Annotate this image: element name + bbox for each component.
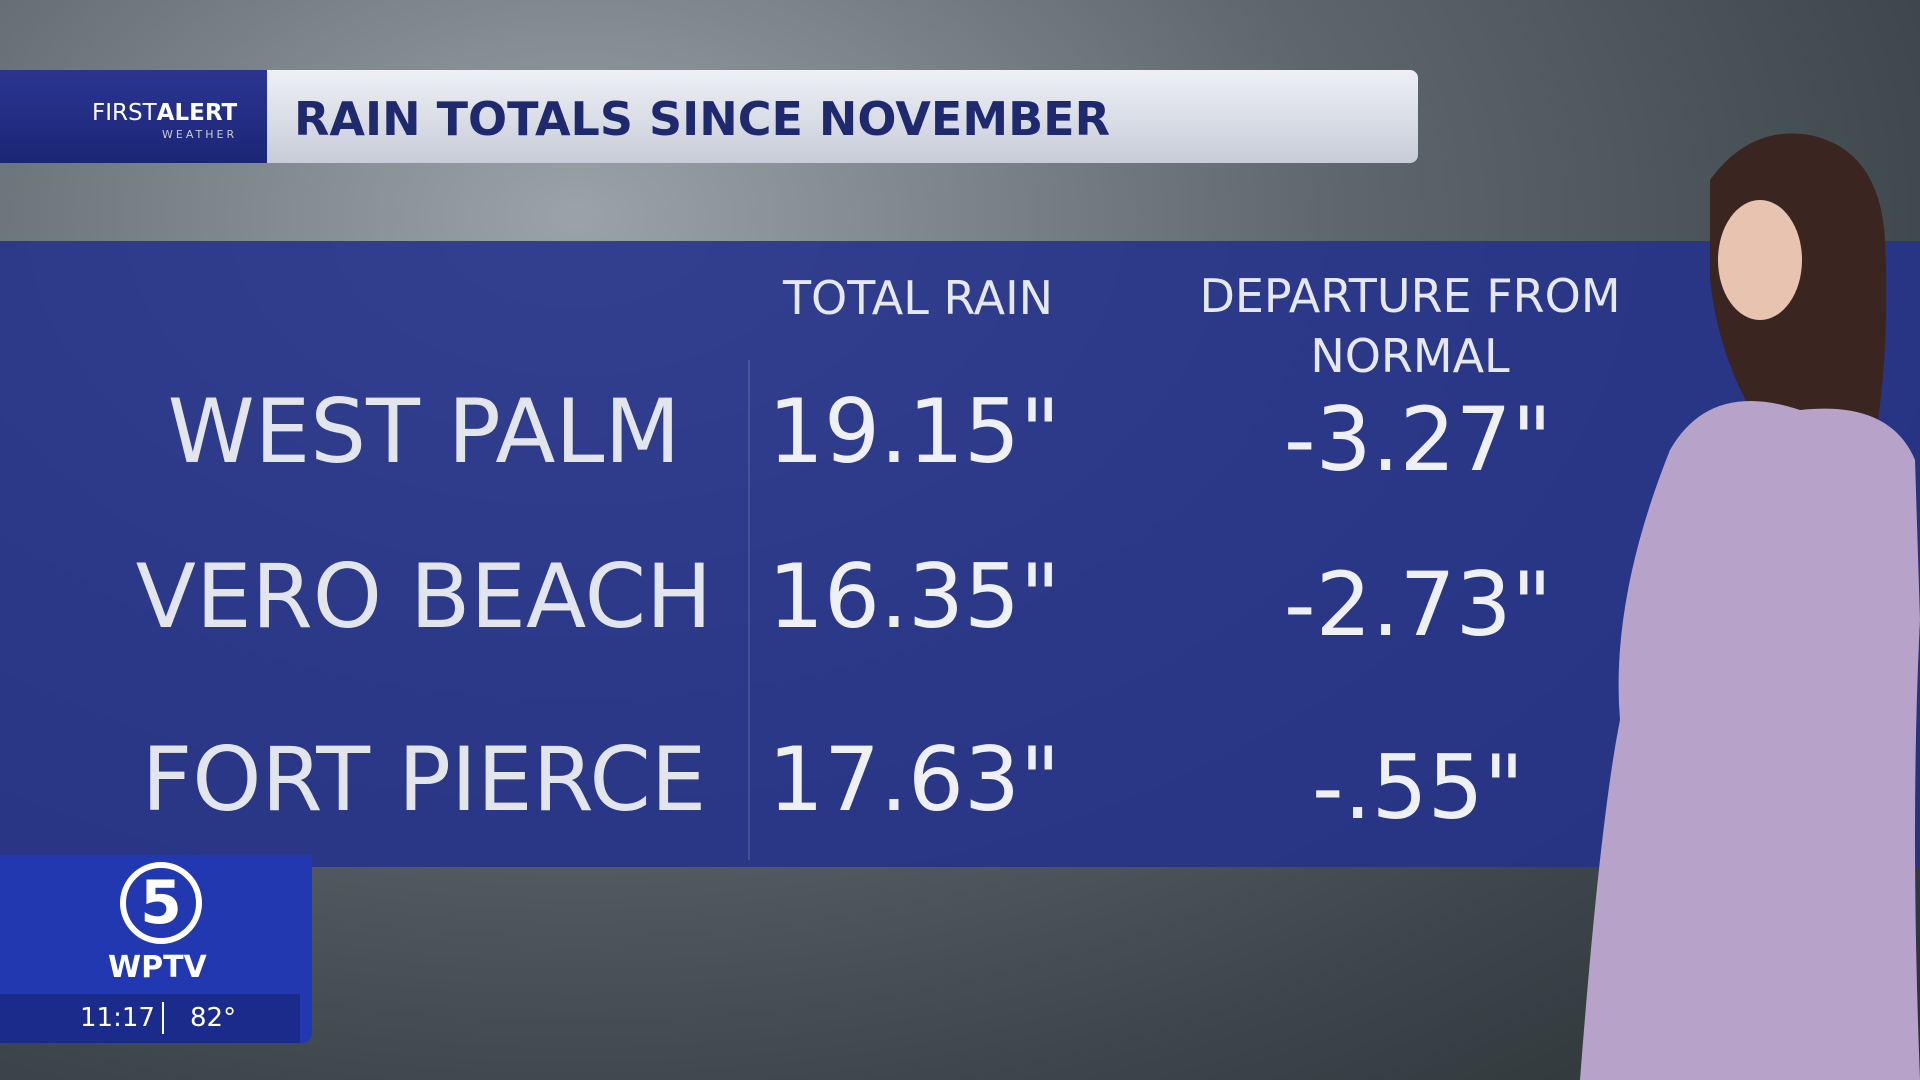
brand-alert: ALERT	[156, 100, 238, 126]
column-header: DEPARTURE FROM NORMAL	[1199, 269, 1621, 383]
column-divider	[748, 360, 750, 860]
brand: FIRSTALERT	[92, 100, 237, 126]
temperature: 82°	[190, 1003, 237, 1033]
total-rain: 19.15"	[768, 380, 1061, 483]
location-name: WEST PALM	[167, 380, 681, 483]
logo-number: 5	[120, 862, 202, 944]
logo-strip	[0, 994, 300, 1043]
station-name: WPTV	[108, 950, 207, 985]
departure: -3.27"	[1283, 388, 1553, 491]
header-bar	[267, 70, 1418, 163]
total-rain: 17.63"	[768, 728, 1061, 831]
title: RAIN TOTALS SINCE NOVEMBER	[294, 92, 1111, 146]
header-brand-bg	[0, 70, 267, 163]
separator	[162, 1002, 164, 1034]
departure: -2.73"	[1283, 553, 1553, 656]
column-header: TOTAL RAIN	[782, 271, 1054, 325]
brand-first: FIRST	[92, 100, 157, 126]
total-rain: 16.35"	[768, 545, 1061, 648]
time: 11:17	[80, 1003, 155, 1033]
location-name: VERO BEACH	[135, 545, 713, 648]
presenter	[1580, 133, 1920, 1080]
departure: -.55"	[1311, 736, 1525, 839]
table-panel	[0, 241, 1920, 867]
brand-sub: WEATHER	[162, 128, 238, 141]
location-name: FORT PIERCE	[141, 728, 707, 831]
